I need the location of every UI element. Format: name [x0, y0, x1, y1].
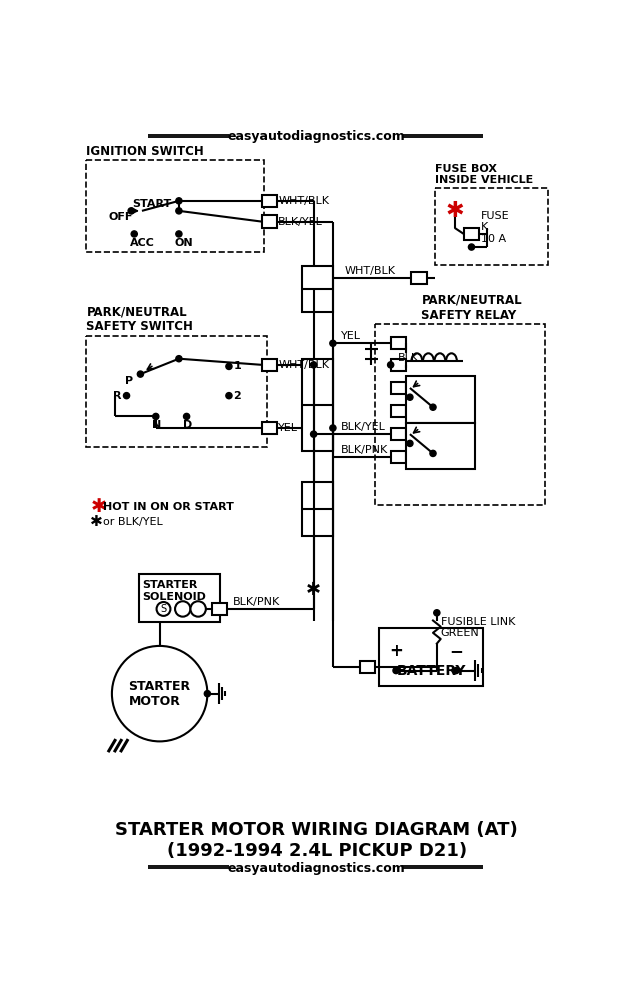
Bar [391, 405, 406, 417]
Text: WHT/BLK: WHT/BLK [344, 266, 396, 276]
Bar [391, 451, 406, 463]
Circle shape [330, 425, 336, 431]
Bar [262, 215, 277, 228]
Bar [262, 359, 277, 371]
Text: IGNITION SWITCH: IGNITION SWITCH [87, 145, 204, 158]
Text: ON: ON [174, 238, 193, 248]
Text: easyautodiagnostics.com: easyautodiagnostics.com [228, 130, 405, 143]
Circle shape [153, 413, 159, 420]
Circle shape [311, 431, 316, 437]
Circle shape [226, 393, 232, 399]
Bar [412, 272, 427, 284]
Text: N: N [152, 420, 161, 430]
Circle shape [226, 363, 232, 369]
Circle shape [407, 440, 413, 446]
Circle shape [124, 393, 130, 399]
Bar [360, 661, 375, 673]
Text: R: R [112, 391, 121, 401]
Text: easyautodiagnostics.com: easyautodiagnostics.com [228, 862, 405, 875]
Bar [302, 482, 333, 536]
Text: BATTERY: BATTERY [396, 664, 466, 678]
Circle shape [393, 667, 399, 674]
Bar [464, 228, 479, 240]
Text: PARK/NEUTRAL
SAFETY RELAY: PARK/NEUTRAL SAFETY RELAY [421, 294, 522, 322]
Text: HOT IN ON OR START: HOT IN ON OR START [103, 502, 234, 512]
Bar [391, 382, 406, 394]
Text: WHT/BLK: WHT/BLK [278, 196, 329, 206]
Circle shape [137, 371, 143, 377]
Text: BLK/YEL: BLK/YEL [278, 217, 323, 227]
Bar [139, 574, 220, 622]
Text: STARTER MOTOR WIRING DIAGRAM (AT): STARTER MOTOR WIRING DIAGRAM (AT) [116, 821, 518, 839]
Circle shape [112, 646, 208, 741]
Bar [391, 359, 406, 371]
Text: ✱: ✱ [90, 514, 103, 529]
Text: P: P [125, 376, 133, 386]
Bar [262, 422, 277, 434]
Circle shape [131, 231, 137, 237]
Bar [379, 628, 483, 686]
Text: ✱: ✱ [90, 497, 107, 516]
Text: BLK/PNK: BLK/PNK [341, 445, 388, 455]
Text: or BLK/YEL: or BLK/YEL [103, 517, 163, 527]
Text: STARTER
SOLENOID: STARTER SOLENOID [143, 580, 206, 602]
Circle shape [430, 404, 436, 410]
Bar [302, 359, 333, 451]
Text: FUSE
K
10 A: FUSE K 10 A [481, 211, 509, 244]
Text: FUSIBLE LINK
GREEN: FUSIBLE LINK GREEN [441, 617, 515, 638]
Bar [391, 337, 406, 349]
Circle shape [468, 244, 475, 250]
Text: BLK/PNK: BLK/PNK [233, 597, 280, 607]
Circle shape [311, 362, 316, 368]
Circle shape [434, 610, 440, 616]
Circle shape [387, 362, 394, 368]
Circle shape [176, 231, 182, 237]
Text: ✱: ✱ [306, 581, 321, 599]
Text: +: + [389, 642, 403, 660]
Bar [87, 160, 264, 252]
Bar [391, 428, 406, 440]
Text: D: D [183, 420, 192, 430]
Circle shape [407, 394, 413, 400]
Bar [262, 195, 277, 207]
Text: PARK/NEUTRAL
SAFETY SWITCH: PARK/NEUTRAL SAFETY SWITCH [87, 305, 193, 333]
Text: S: S [161, 604, 167, 614]
Circle shape [176, 208, 182, 214]
Text: START: START [132, 199, 171, 209]
Circle shape [430, 450, 436, 456]
Text: OFF: OFF [108, 212, 132, 222]
Text: STARTER
MOTOR: STARTER MOTOR [129, 680, 191, 708]
Circle shape [190, 601, 206, 617]
Text: YEL: YEL [278, 423, 298, 433]
Text: WHT/BLK: WHT/BLK [278, 360, 329, 370]
Bar [302, 266, 333, 312]
Bar [434, 188, 549, 265]
Bar [375, 324, 544, 505]
Bar [212, 603, 227, 615]
Text: FUSE BOX
INSIDE VEHICLE: FUSE BOX INSIDE VEHICLE [434, 164, 533, 185]
Text: YEL: YEL [341, 331, 360, 341]
Text: (1992-1994 2.4L PICKUP D21): (1992-1994 2.4L PICKUP D21) [167, 842, 467, 860]
Text: ✱: ✱ [445, 201, 464, 221]
Circle shape [330, 340, 336, 346]
Text: −: − [449, 642, 463, 660]
Bar [87, 336, 268, 447]
Circle shape [205, 691, 211, 697]
Bar [406, 376, 475, 423]
Text: 1: 1 [234, 361, 241, 371]
Text: BLK: BLK [399, 353, 420, 363]
Text: BLK/YEL: BLK/YEL [341, 422, 386, 432]
Circle shape [176, 198, 182, 204]
Text: 2: 2 [234, 391, 241, 401]
Circle shape [175, 601, 190, 617]
Text: ACC: ACC [130, 238, 154, 248]
Circle shape [184, 413, 190, 420]
Circle shape [128, 208, 134, 214]
Circle shape [176, 356, 182, 362]
Bar [406, 423, 475, 469]
Circle shape [453, 667, 459, 674]
Circle shape [156, 602, 171, 616]
